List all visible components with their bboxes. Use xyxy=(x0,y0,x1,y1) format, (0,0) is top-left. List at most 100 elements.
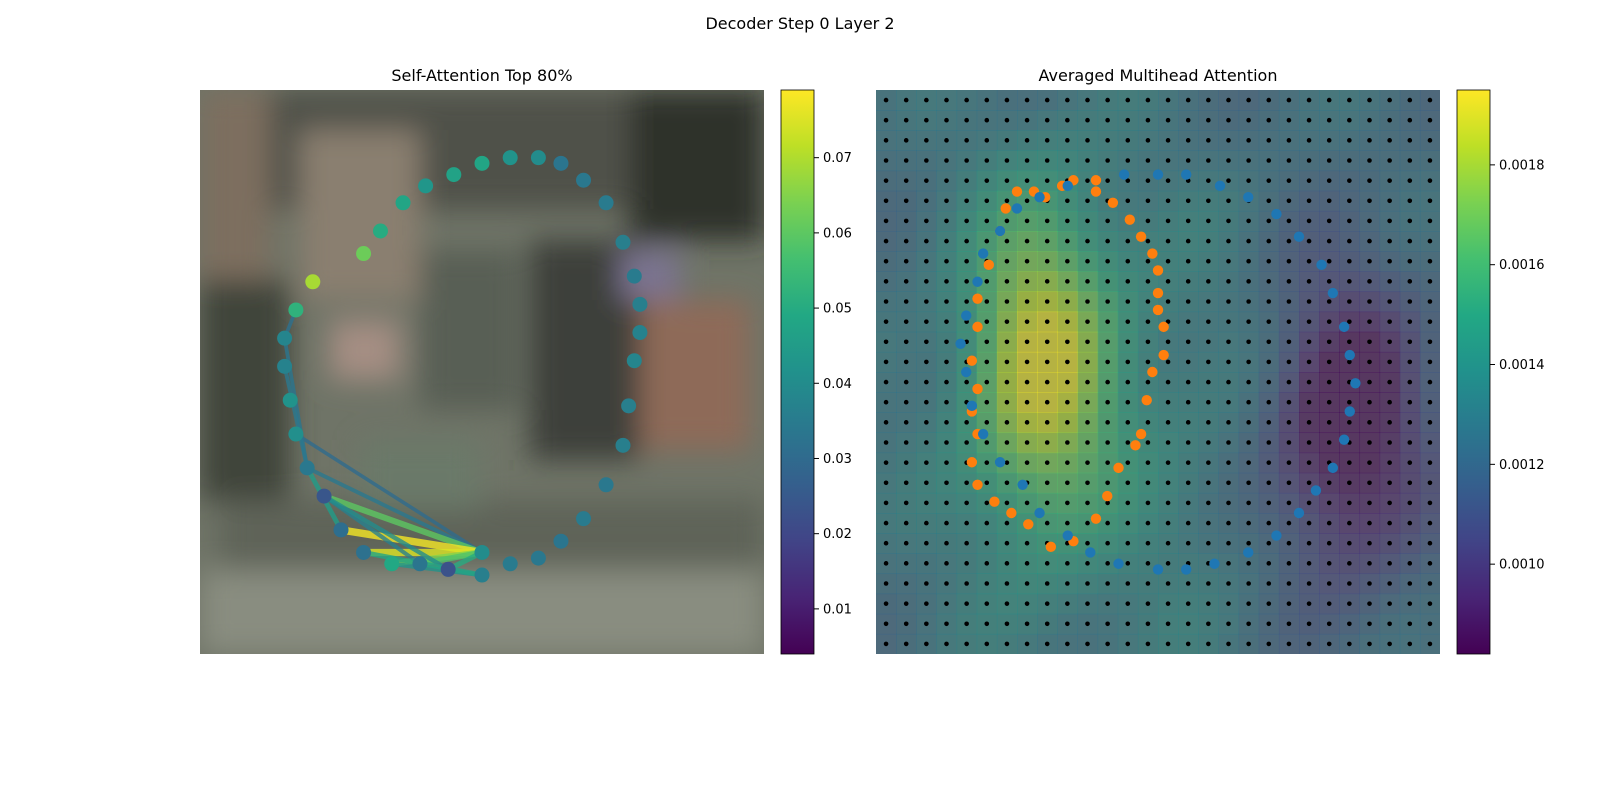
blue-keypoint xyxy=(994,225,1006,237)
grid-dot xyxy=(1145,138,1151,143)
grid-dot xyxy=(984,319,990,324)
grid-dot xyxy=(1306,218,1312,224)
grid-dot xyxy=(1105,540,1110,546)
grid-dot xyxy=(1286,279,1292,284)
grid-dot xyxy=(1407,138,1413,143)
grid-dot xyxy=(1266,299,1272,304)
grid-dot xyxy=(1407,440,1413,445)
attention-line xyxy=(294,432,484,555)
grid-dot xyxy=(1306,178,1312,183)
grid-dot xyxy=(1085,540,1090,546)
grid-dot xyxy=(1266,279,1272,284)
grid-dot xyxy=(1105,379,1110,385)
grid-dot xyxy=(944,178,949,183)
grid-dot xyxy=(1347,218,1352,224)
grid-dot xyxy=(1286,379,1292,385)
grid-dot xyxy=(1286,218,1292,224)
grid-dot xyxy=(1024,641,1030,647)
grid-dot xyxy=(1145,520,1151,526)
grid-dot xyxy=(903,319,909,324)
grid-dot xyxy=(1246,319,1251,324)
grid-dot xyxy=(1427,279,1433,284)
grid-dot xyxy=(1206,97,1211,103)
attention-point xyxy=(626,353,642,369)
grid-dot xyxy=(924,460,929,465)
orange-keypoint xyxy=(972,383,983,395)
grid-dot xyxy=(1367,420,1372,425)
grid-dot xyxy=(1185,420,1191,425)
orange-keypoint xyxy=(1158,349,1169,361)
grid-dot xyxy=(1326,258,1332,264)
grid-dot xyxy=(1085,500,1090,506)
grid-dot xyxy=(1085,117,1090,123)
grid-dot xyxy=(1407,500,1413,506)
grid-dot xyxy=(1065,399,1070,405)
grid-dot xyxy=(1306,198,1312,204)
grid-dot xyxy=(1065,641,1070,647)
blue-keypoint xyxy=(1181,169,1192,180)
grid-dot xyxy=(1105,500,1110,506)
colorbar-ticks: 0.0010 0.0012 0.0014 0.0016 0.0018 xyxy=(1490,158,1545,573)
grid-dot xyxy=(924,420,929,425)
grid-dot xyxy=(1246,238,1251,244)
grid-dot xyxy=(1125,500,1131,506)
grid-dot xyxy=(1387,480,1392,486)
grid-dot xyxy=(1266,581,1272,586)
orange-keypoint xyxy=(1124,214,1136,225)
attention-point xyxy=(333,522,349,538)
grid-dot xyxy=(883,238,889,244)
grid-dot xyxy=(1024,460,1030,465)
grid-dot xyxy=(1387,440,1392,445)
grid-dot xyxy=(1065,339,1070,345)
grid-dot xyxy=(903,641,909,647)
grid-dot xyxy=(1266,641,1272,647)
blue-keypoint xyxy=(1181,564,1192,575)
grid-dot xyxy=(1206,339,1211,345)
grid-dot xyxy=(883,138,889,143)
grid-dot xyxy=(1347,138,1352,143)
grid-dot xyxy=(1185,359,1191,365)
grid-dot xyxy=(1185,399,1191,405)
grid-dot xyxy=(1065,258,1070,264)
grid-dot xyxy=(1427,601,1433,606)
grid-dot xyxy=(1105,258,1110,264)
grid-dot xyxy=(1065,97,1070,103)
grid-dot xyxy=(944,379,949,385)
grid-dot xyxy=(1286,581,1292,586)
grid-dot xyxy=(984,581,990,586)
grid-dot xyxy=(1004,319,1010,324)
grid-dot xyxy=(1024,359,1030,365)
grid-dot xyxy=(1185,540,1191,546)
grid-dot xyxy=(1266,420,1272,425)
grid-dot xyxy=(1024,117,1030,123)
grid-dot xyxy=(1306,299,1312,304)
grid-dot xyxy=(1004,279,1010,284)
grid-dot xyxy=(1004,138,1010,143)
grid-dot xyxy=(1044,581,1050,586)
grid-dot xyxy=(984,500,990,506)
grid-dot xyxy=(1226,359,1231,365)
blue-keypoint xyxy=(1214,180,1226,192)
orange-keypoint xyxy=(972,321,983,333)
grid-dot xyxy=(1004,198,1010,204)
grid-dot xyxy=(984,117,990,123)
orange-keypoint xyxy=(1023,519,1034,530)
attention-line xyxy=(321,493,451,572)
grid-dot xyxy=(1044,97,1050,103)
grid-dot xyxy=(1367,520,1372,526)
grid-dot xyxy=(1065,218,1070,224)
grid-dot xyxy=(1306,520,1312,526)
grid-dot xyxy=(984,158,990,163)
grid-dot xyxy=(1085,279,1090,284)
orange-keypoint xyxy=(1090,513,1102,524)
attention-point xyxy=(598,195,614,211)
grid-dot xyxy=(1306,399,1312,405)
grid-dot xyxy=(1125,158,1131,163)
grid-dot xyxy=(1044,440,1050,445)
blue-keypoint xyxy=(1243,191,1254,203)
grid-dot xyxy=(1085,339,1090,345)
grid-dot xyxy=(1367,440,1372,445)
grid-dot xyxy=(1024,218,1030,224)
grid-dot xyxy=(944,117,949,123)
grid-dot xyxy=(984,460,990,465)
